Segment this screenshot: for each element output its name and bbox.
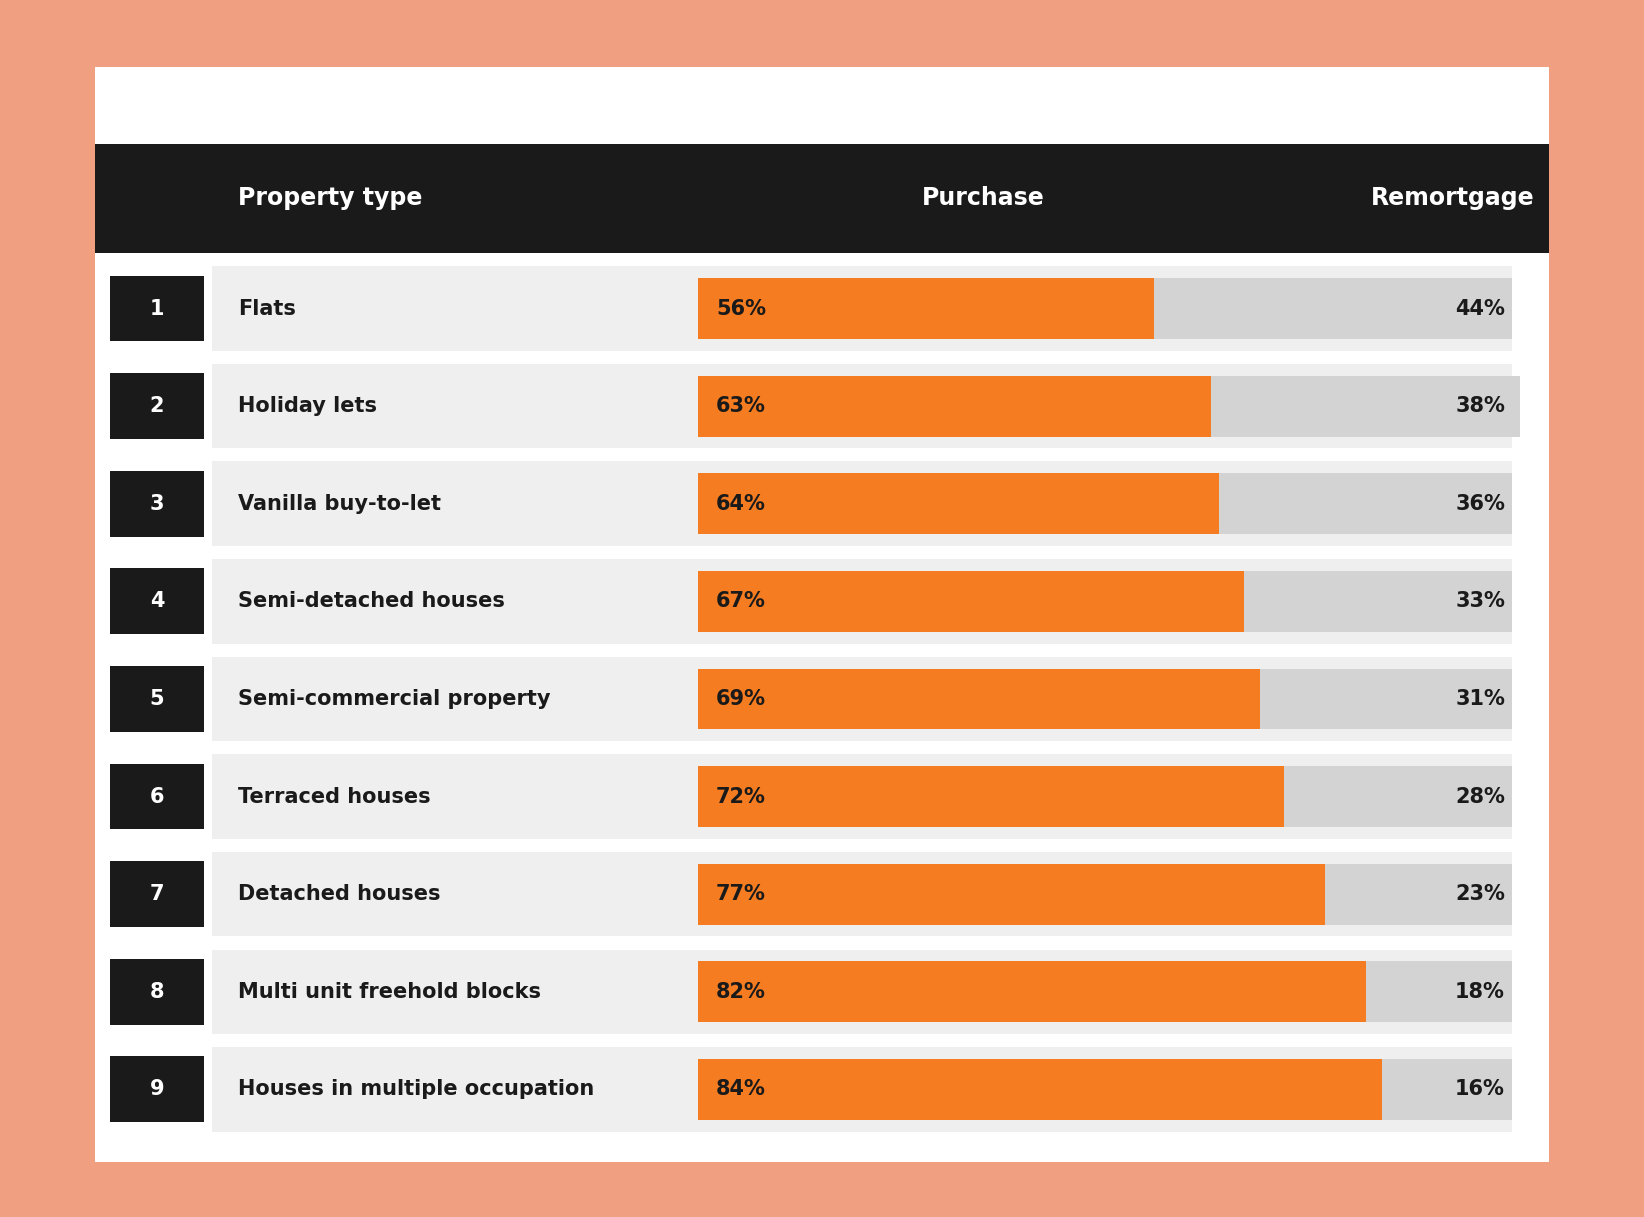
Bar	[212, 755, 1512, 839]
Text: 38%: 38%	[1455, 396, 1504, 416]
Bar	[212, 559, 1512, 644]
Text: 77%: 77%	[715, 884, 766, 904]
Bar	[110, 275, 204, 342]
Text: 84%: 84%	[715, 1079, 766, 1099]
Bar	[1325, 864, 1512, 925]
Text: 7: 7	[150, 884, 164, 904]
Text: 4: 4	[150, 591, 164, 611]
Text: 44%: 44%	[1455, 298, 1504, 319]
Text: 5: 5	[150, 689, 164, 710]
Bar	[110, 374, 204, 439]
Text: 8: 8	[150, 982, 164, 1002]
Bar	[699, 473, 1220, 534]
Bar	[212, 657, 1512, 741]
Bar	[110, 1056, 204, 1122]
Text: 23%: 23%	[1455, 884, 1504, 904]
Bar	[1383, 1059, 1512, 1120]
Text: 18%: 18%	[1455, 982, 1504, 1002]
Bar	[1284, 767, 1512, 826]
Text: 63%: 63%	[715, 396, 766, 416]
Bar	[212, 364, 1512, 448]
Text: Semi-commercial property: Semi-commercial property	[238, 689, 551, 710]
Bar	[699, 864, 1325, 925]
Text: 56%: 56%	[715, 298, 766, 319]
Bar	[110, 959, 204, 1025]
Bar	[212, 949, 1512, 1034]
Text: Purchase: Purchase	[922, 186, 1044, 211]
Bar	[110, 666, 204, 731]
Text: Property type: Property type	[238, 186, 423, 211]
Bar	[110, 862, 204, 927]
Bar	[699, 767, 1284, 826]
Text: Detached houses: Detached houses	[238, 884, 441, 904]
Text: 82%: 82%	[715, 982, 766, 1002]
Bar	[110, 471, 204, 537]
Text: 28%: 28%	[1455, 786, 1504, 807]
Bar	[95, 144, 1549, 253]
Text: Houses in multiple occupation: Houses in multiple occupation	[238, 1079, 593, 1099]
Text: 1: 1	[150, 298, 164, 319]
Bar	[212, 852, 1512, 936]
Text: 6: 6	[150, 786, 164, 807]
Text: 72%: 72%	[715, 786, 766, 807]
Text: Vanilla buy-to-let: Vanilla buy-to-let	[238, 494, 441, 514]
Text: 33%: 33%	[1455, 591, 1504, 611]
Bar	[1245, 571, 1512, 632]
Text: Terraced houses: Terraced houses	[238, 786, 431, 807]
Text: Remortgage: Remortgage	[1371, 186, 1534, 211]
Bar	[1259, 668, 1512, 729]
Bar	[699, 279, 1154, 338]
Text: 16%: 16%	[1455, 1079, 1504, 1099]
Bar	[110, 763, 204, 830]
Bar	[699, 1059, 1383, 1120]
Bar	[699, 376, 1212, 437]
Bar	[110, 568, 204, 634]
Bar	[1154, 279, 1512, 338]
Text: Holiday lets: Holiday lets	[238, 396, 376, 416]
Bar	[212, 267, 1512, 350]
Bar	[699, 668, 1259, 729]
Bar	[699, 961, 1366, 1022]
Text: 9: 9	[150, 1079, 164, 1099]
Bar	[1366, 961, 1512, 1022]
Text: Semi-detached houses: Semi-detached houses	[238, 591, 505, 611]
Text: 31%: 31%	[1455, 689, 1504, 710]
Text: Multi unit freehold blocks: Multi unit freehold blocks	[238, 982, 541, 1002]
Text: 64%: 64%	[715, 494, 766, 514]
Text: 36%: 36%	[1455, 494, 1504, 514]
Bar	[212, 1047, 1512, 1132]
Text: Flats: Flats	[238, 298, 296, 319]
Bar	[1212, 376, 1521, 437]
Text: 2: 2	[150, 396, 164, 416]
Bar	[1220, 473, 1512, 534]
Text: 67%: 67%	[715, 591, 766, 611]
Bar	[699, 571, 1245, 632]
Text: 3: 3	[150, 494, 164, 514]
Text: 69%: 69%	[715, 689, 766, 710]
Bar	[212, 461, 1512, 546]
